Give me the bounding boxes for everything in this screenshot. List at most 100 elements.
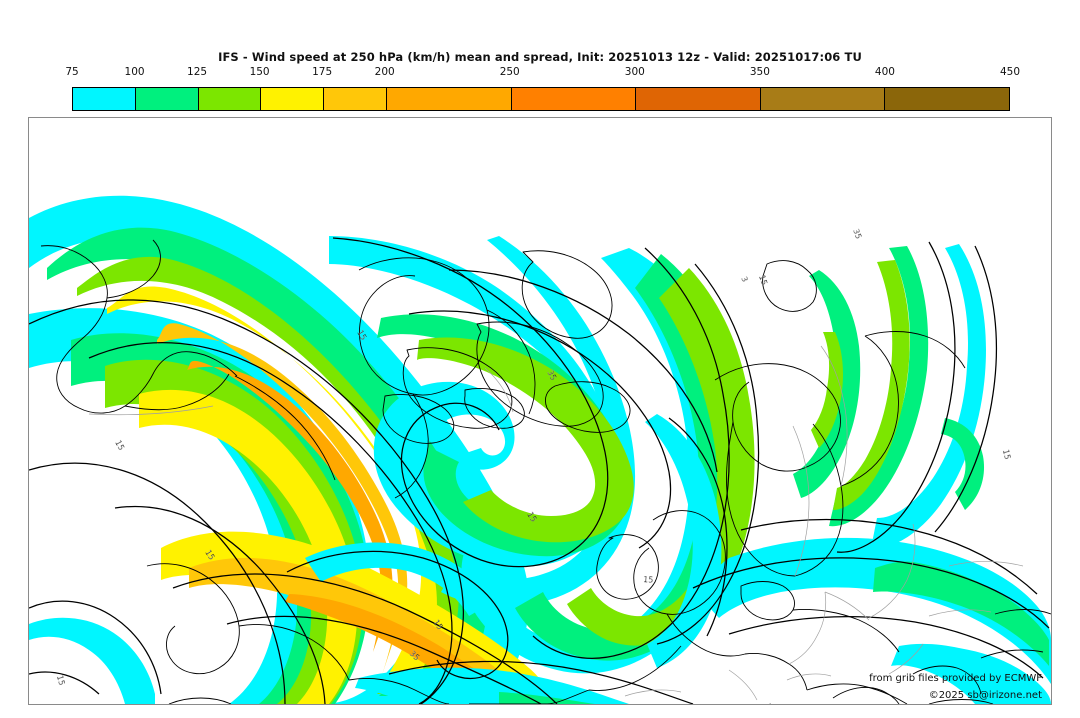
band-amber-core1 (187, 360, 393, 652)
coast-greenland-s (394, 393, 429, 499)
coast-italy (832, 687, 900, 704)
border-baltics (868, 523, 916, 619)
band-lime-mid (105, 359, 364, 704)
colorbar-segment (386, 88, 512, 110)
coast-norway (714, 363, 841, 472)
colorbar-tick: 350 (749, 66, 770, 78)
coast-greenland (358, 257, 490, 396)
coast-maine (238, 624, 350, 681)
source-credit: from grib files provided by ECMWF (869, 673, 1042, 684)
colorbar-tick: 175 (312, 66, 333, 78)
colorbar-segment (324, 88, 387, 110)
contour-35-c (226, 615, 542, 704)
band-green-patch-ne (793, 270, 861, 498)
colorbar-tick: 125 (187, 66, 208, 78)
copyright-credit: ©2025 sb@irizone.net (928, 690, 1042, 701)
colorbar-segment (135, 88, 199, 110)
band-green-scand (515, 254, 745, 661)
border-ukraine (928, 609, 992, 617)
coast-ireland (596, 534, 659, 600)
band-green-emed (873, 561, 1049, 666)
coast-sweden (794, 423, 844, 577)
spread-contours (29, 237, 1050, 704)
coast-med-north (806, 683, 908, 704)
border-germany (788, 591, 827, 665)
colorbar-segment (198, 88, 262, 110)
band-green-baltic (829, 246, 929, 527)
coast-france-atl (588, 645, 682, 691)
island-ellesmere (521, 250, 613, 339)
band-yellow-mid (139, 389, 358, 704)
band-cyan-uk (305, 542, 493, 616)
colorbar-tick: 250 (499, 66, 520, 78)
contour-label: 15 (643, 575, 654, 585)
contour-iberia-1 (29, 600, 162, 695)
contour-iberia-2 (29, 671, 100, 695)
colorbar-segment (885, 88, 1009, 110)
border-iberia (624, 689, 682, 697)
colorbar-tick: 150 (249, 66, 270, 78)
band-cyan-arctic (441, 236, 636, 607)
colorbar-segment (261, 88, 325, 110)
band-cyan-iberia (29, 617, 155, 704)
windspeed-shading (29, 195, 1051, 704)
colorbar-tick: 75 (65, 66, 79, 78)
border-greenland-shelf (484, 367, 514, 413)
coast-greenland-e (486, 309, 536, 415)
coast-britain (633, 510, 726, 615)
colorbar-segment (73, 88, 136, 110)
weather-map[interactable]: 15 15 15 35 35 15 15 35 15 15 35 15 15 1… (29, 118, 1051, 704)
coast-baltic-s (792, 609, 900, 653)
band-cyan-north-sea (645, 414, 722, 668)
coast-bermuda (168, 697, 232, 704)
band-green-arctic (377, 314, 630, 557)
island-crete (928, 699, 994, 704)
border-scandinavia (792, 425, 810, 577)
contour-35-b (114, 505, 326, 704)
coast-greece (912, 665, 982, 695)
contour-label: 15 (763, 702, 776, 704)
colorbar: 75 100 125 150 175 200 250 300 350 400 450 (65, 66, 1020, 112)
contour-arctic-2 (448, 269, 718, 473)
contour-label: 15 (55, 674, 66, 686)
island-banks (382, 394, 455, 444)
colorbar-tick: 400 (874, 66, 895, 78)
contour-label: 15 (355, 329, 368, 342)
contour-baltic-1 (836, 241, 956, 553)
country-borders (88, 345, 1024, 701)
contour-label: 15 (1001, 449, 1012, 461)
band-cyan-emed2 (891, 643, 1051, 704)
contour-35-a (88, 341, 453, 704)
colorbar-segment (760, 88, 886, 110)
colorbar-segment (511, 88, 637, 110)
colorbar-tick: 100 (124, 66, 145, 78)
contour-scand-2 (656, 263, 760, 645)
coast-labrador (106, 239, 161, 299)
map-frame[interactable]: 15 15 15 35 35 15 15 35 15 15 35 15 15 1… (28, 117, 1052, 705)
contour-baltic-2 (934, 245, 998, 533)
border-france (728, 669, 758, 701)
band-cyan-scand (461, 248, 738, 674)
contour-label: 15 (757, 274, 769, 286)
coast-blacksea (994, 609, 1051, 615)
page-title: IFS - Wind speed at 250 hPa (km/h) mean … (218, 50, 862, 64)
band-cyan-emed (697, 537, 1051, 684)
coast-denmark (740, 581, 795, 621)
coast-norway-s (726, 421, 796, 577)
contour-northsea (668, 417, 728, 637)
border-poland (824, 591, 870, 621)
contour-emed-1 (692, 557, 1050, 629)
contour-label: 15 (113, 439, 126, 452)
coast-canada (40, 245, 238, 414)
contour-greenland-loop (332, 237, 609, 568)
island-devon (464, 387, 525, 429)
colorbar-strip (72, 87, 1010, 111)
band-cyan-biscay (355, 667, 629, 704)
contour-15-a (29, 299, 464, 704)
contour-turkey-1 (740, 518, 1038, 595)
island-svalbard (762, 260, 817, 312)
contour-label: 35 (545, 369, 558, 382)
colorbar-tick-labels: 75 100 125 150 175 200 250 300 350 400 450 (65, 66, 1020, 82)
band-lime-patch-ne (811, 332, 843, 448)
colorbar-segment (636, 88, 761, 110)
